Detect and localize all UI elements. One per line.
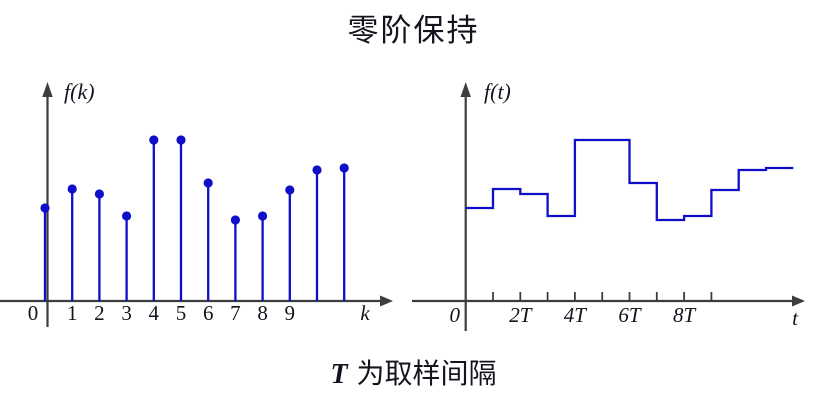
figure-title: 零阶保持 (347, 13, 480, 48)
x-tick-label: 3 (121, 301, 132, 325)
x-tick-label: 9 (285, 301, 296, 325)
x-axis-label: k (360, 301, 370, 325)
y-axis-label: f(k) (64, 79, 95, 104)
x-tick-label: 6 (203, 301, 214, 325)
x-tick-label: 2 (94, 301, 105, 325)
x-tick-label: 1 (67, 301, 78, 325)
sample-dot (176, 135, 186, 145)
y-axis-arrow-icon (460, 82, 471, 97)
x-tick-label: 8T (673, 303, 697, 327)
sample-dot (94, 189, 104, 199)
x-tick-label: 0 (28, 301, 39, 325)
x-axis-arrow-icon (792, 295, 805, 307)
figure-caption-text: 为取样间隔 (356, 359, 497, 390)
x-tick-label: 2T (509, 303, 533, 327)
sample-dot (258, 211, 268, 221)
x-tick-label: 7 (230, 301, 241, 325)
sample-dot (285, 185, 295, 195)
x-tick-label: 0 (449, 303, 460, 327)
y-axis-arrow-icon (42, 82, 53, 97)
x-axis-arrow-icon (380, 295, 393, 307)
sample-dot (149, 135, 159, 145)
sample-dot (230, 215, 240, 225)
sample-dot (203, 178, 213, 188)
sample-dot (339, 163, 349, 173)
staircase-path (465, 138, 794, 222)
sample-dot (122, 211, 132, 221)
x-tick-label: 4T (564, 303, 588, 327)
x-tick-label: 6T (618, 303, 642, 327)
x-tick-label: 4 (149, 301, 160, 325)
y-axis-label: f(t) (484, 79, 511, 104)
sample-dot (312, 165, 322, 175)
zoh-plot: f(t) 0 2T 4T 6T 8T t (412, 79, 805, 331)
x-axis-label: t (792, 306, 799, 330)
sampling-interval-symbol: T (330, 359, 348, 390)
sample-dot (40, 203, 50, 213)
x-tick-label: 5 (176, 301, 187, 325)
sample-dot (67, 184, 77, 194)
x-tick-label: 8 (257, 301, 268, 325)
stem-plot: f(k) 0 1 2 3 4 5 6 7 8 9 k (0, 79, 393, 327)
figure-caption: T 为取样间隔 (0, 352, 827, 392)
